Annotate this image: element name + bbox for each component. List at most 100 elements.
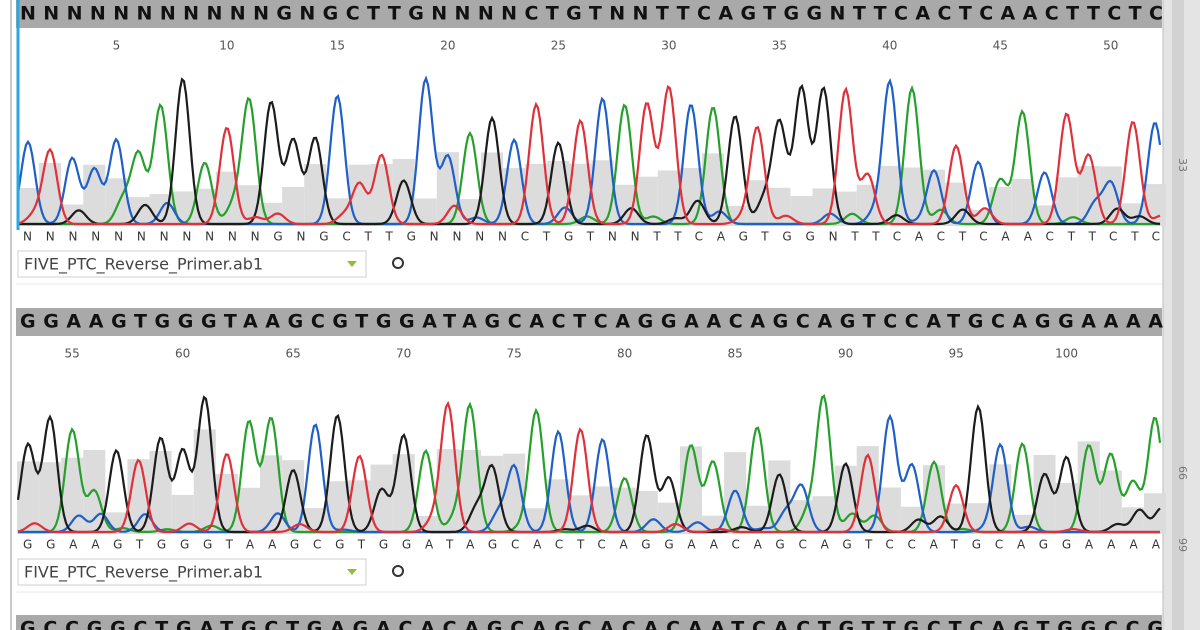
position-number: 20 — [440, 39, 455, 53]
quality-bar — [724, 452, 747, 534]
quality-bar — [613, 487, 636, 534]
quality-bar — [856, 184, 879, 226]
gutter-track — [1172, 0, 1184, 630]
quality-bar — [370, 464, 393, 534]
quality-bar — [39, 162, 62, 226]
quality-bar — [1011, 178, 1034, 226]
quality-bar — [547, 160, 570, 226]
quality-bar — [326, 481, 349, 534]
file-name: FIVE_PTC_Reverse_Primer.ab1 — [24, 255, 263, 275]
file-dropdown — [17, 558, 367, 586]
quality-bar — [1055, 482, 1078, 534]
trace — [17, 400, 1160, 534]
position-number: 100 — [1055, 347, 1078, 361]
position-number: 45 — [993, 39, 1008, 53]
position-number: 75 — [507, 347, 522, 361]
quality-bar — [16, 187, 40, 226]
quality-bar — [1033, 205, 1056, 226]
quality-bar — [215, 171, 238, 226]
position-number: 50 — [1103, 39, 1118, 53]
quality-bar — [348, 164, 371, 226]
quality-bar — [392, 158, 415, 226]
quality-bar — [1033, 454, 1056, 534]
quality-bar — [458, 449, 482, 534]
side-label: 99 — [1176, 538, 1189, 552]
trace — [16, 395, 1161, 534]
quality-bar — [1099, 470, 1122, 534]
quality-bar — [856, 446, 879, 534]
quality-bar — [812, 496, 835, 534]
trace — [18, 84, 1160, 226]
quality-bar — [945, 182, 968, 226]
quality-bar — [414, 198, 437, 226]
quality-bar — [591, 160, 614, 226]
quality-bar — [591, 486, 614, 534]
quality-bar — [635, 490, 658, 534]
file-dropdown — [17, 250, 367, 278]
trace — [18, 413, 1160, 534]
quality-bar — [171, 494, 194, 534]
quality-bar — [348, 480, 371, 534]
quality-bar — [105, 178, 128, 226]
position-number: 80 — [617, 347, 632, 361]
trace — [17, 84, 1161, 226]
quality-bar — [989, 464, 1012, 534]
consensus-sequence: GCCGGCTGATGCTGAGACACAGCAGCACACAATCACTGTT… — [20, 618, 1163, 630]
quality-bar — [481, 152, 504, 226]
quality-bar — [1055, 177, 1078, 226]
quality-bar — [1077, 166, 1100, 226]
position-number: 25 — [551, 39, 566, 53]
quality-bar — [525, 163, 548, 226]
info-icon — [392, 565, 404, 577]
position-number: 65 — [286, 347, 301, 361]
dropdown-arrow — [347, 569, 357, 575]
quality-bar — [237, 487, 261, 534]
quality-bar — [392, 454, 415, 534]
quality-bar — [768, 460, 791, 534]
position-number: 60 — [175, 347, 190, 361]
quality-bar — [149, 450, 172, 534]
quality-bar — [16, 461, 40, 534]
quality-bar — [657, 170, 680, 226]
quality-bar — [304, 164, 327, 226]
quality-bar — [701, 153, 725, 226]
quality-bar — [900, 167, 923, 226]
position-number: 55 — [65, 347, 80, 361]
position-number: 5 — [113, 39, 121, 53]
position-number: 90 — [838, 347, 853, 361]
sequence-bar — [16, 615, 1162, 630]
quality-bar — [193, 429, 216, 534]
quality-bar — [967, 503, 990, 534]
position-number: 70 — [396, 347, 411, 361]
quality-bar — [989, 186, 1012, 226]
position-number: 85 — [727, 347, 742, 361]
quality-bar — [1121, 507, 1144, 534]
quality-bar — [282, 186, 305, 226]
quality-bar — [503, 168, 526, 226]
consensus-sequence: NNNNNNNNNNNGNGCTTGNNNNCTGTNNTTCAGTGGNTTC… — [20, 3, 1163, 25]
position-number: 15 — [330, 39, 345, 53]
trace — [18, 393, 1162, 534]
quality-bar — [878, 165, 901, 226]
quality-bar — [282, 460, 305, 534]
quality-bar — [878, 487, 901, 534]
position-number: 40 — [882, 39, 897, 53]
quality-bar — [260, 202, 283, 226]
file-name: FIVE_PTC_Reverse_Primer.ab1 — [24, 563, 263, 583]
position-number: 10 — [219, 39, 234, 53]
position-number: 35 — [772, 39, 787, 53]
quality-bar — [1099, 166, 1122, 226]
dropdown-arrow — [347, 261, 357, 267]
quality-bar — [215, 473, 238, 534]
quality-bar — [547, 479, 570, 534]
sequence-bar — [16, 308, 1162, 336]
quality-bar — [569, 163, 592, 226]
info-icon — [392, 257, 404, 269]
position-number: 30 — [661, 39, 676, 53]
quality-bar — [790, 195, 813, 226]
position-number: 95 — [948, 347, 963, 361]
trace — [18, 77, 1161, 226]
side-label: 66 — [1176, 466, 1189, 480]
sequence-bar — [16, 0, 1162, 28]
